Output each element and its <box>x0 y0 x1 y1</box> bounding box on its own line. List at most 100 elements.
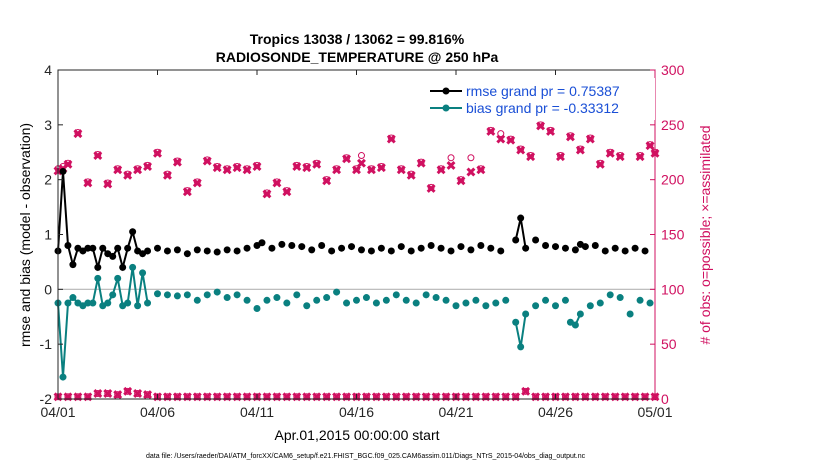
bias-point-8 <box>233 291 241 299</box>
assimilated-marker-49 <box>526 152 536 162</box>
assimilated-marker-11 <box>153 148 162 158</box>
assimilated-marker-47-stroke-b <box>506 135 516 145</box>
rmse-point-38 <box>542 241 550 249</box>
possible-bottom-marker-1 <box>64 393 72 401</box>
y-right-tick-label-6: 300 <box>661 62 685 78</box>
assimilated-marker-57 <box>605 148 615 158</box>
assimilated-marker-2-stroke-b <box>63 159 73 169</box>
assimilated-marker-56 <box>595 159 605 169</box>
assimilated-marker-43-stroke-b <box>466 167 476 177</box>
rmse-point-43 <box>581 243 589 251</box>
rmse-point-12 <box>258 239 266 247</box>
rmse-point-seg2-2 <box>522 244 530 252</box>
assimilated-marker-19 <box>232 163 242 173</box>
x-tick-label-5: 04/26 <box>538 404 573 420</box>
bias-point-38 <box>552 302 559 310</box>
rmse-point-13 <box>268 244 276 252</box>
assimilated-marker-12 <box>162 170 172 180</box>
rmse-point-19 <box>328 247 336 255</box>
bias-point-1 <box>163 291 171 299</box>
rmse-point-seg1-1 <box>84 244 92 252</box>
possible-bottom-marker-33 <box>382 393 390 401</box>
x-tick-label-4: 04/21 <box>438 404 473 420</box>
y-left-tick-label-0: -2 <box>40 391 53 407</box>
possible-bottom-marker-6 <box>114 391 122 399</box>
assimilated-marker-5 <box>93 151 103 161</box>
rmse-point-seg1-10 <box>129 228 137 236</box>
assimilated-marker-30 <box>342 154 352 164</box>
assimilated-marker-3-stroke-b <box>73 129 83 139</box>
rmse-point-seg1-6 <box>109 252 117 260</box>
assimilated-marker-28 <box>322 176 332 186</box>
bias-point-10 <box>253 305 261 313</box>
assimilated-marker-3 <box>73 129 83 139</box>
possible-bottom-marker-48 <box>532 393 540 401</box>
bias-point-22 <box>372 299 380 307</box>
assimilated-marker-47 <box>506 135 516 145</box>
assimilated-bottom-marker-5-stroke-b <box>103 389 113 398</box>
bias-point-41 <box>596 299 604 307</box>
assimilated-marker-45 <box>486 126 496 136</box>
assimilated-marker-29 <box>332 165 342 175</box>
rmse-point-25 <box>387 247 395 255</box>
rmse-point-seg0-2 <box>64 241 72 249</box>
rmse-point-0 <box>144 247 152 255</box>
rmse-point-37 <box>532 236 540 244</box>
legend-bias-label: bias grand pr = -0.33312 <box>466 100 619 116</box>
possible-bottom-marker-15 <box>203 393 211 401</box>
bias-point-27 <box>422 291 430 299</box>
assimilated-marker-55 <box>585 134 595 144</box>
rmse-point-seg1-2 <box>89 244 97 252</box>
assimilated-marker-48-stroke-b <box>516 145 526 155</box>
rmse-point-24 <box>377 244 385 252</box>
possible-bottom-marker-25 <box>303 393 311 401</box>
possible-bottom-marker-20 <box>253 393 261 401</box>
bias-line-segment-0 <box>57 296 79 378</box>
tick-layer: 04/01 04/06 04/11 04/16 04/21 04/26 05/01 -2 -1 0… <box>40 62 685 420</box>
assimilated-marker-13 <box>172 157 182 167</box>
possible-marker-32 <box>357 152 365 160</box>
bias-point-seg1-11 <box>134 302 142 310</box>
y-axis-label-left: rmse and bias (model - observation) <box>17 123 33 347</box>
assimilated-bottom-marker-9-stroke-b <box>143 390 153 400</box>
assimilated-marker-34-stroke-b <box>376 163 386 173</box>
possible-marker-46 <box>497 130 505 138</box>
assimilated-marker-17-stroke-b <box>212 163 222 173</box>
rmse-point-16 <box>298 243 306 251</box>
bias-point-28 <box>432 294 440 302</box>
rmse-point-seg1-4 <box>99 244 107 252</box>
rmse-point-46 <box>611 244 619 252</box>
legend-box <box>425 78 655 120</box>
bias-point-seg1-7 <box>114 274 122 282</box>
rmse-point-23 <box>367 247 375 255</box>
possible-bottom-marker-54 <box>591 393 599 401</box>
assimilated-marker-10 <box>143 162 153 171</box>
assimilated-marker-31 <box>352 165 361 175</box>
possible-bottom-marker-17 <box>223 393 231 401</box>
bias-point-20 <box>353 296 360 304</box>
assimilated-marker-46-stroke-b <box>496 134 506 144</box>
possible-bottom-marker-41 <box>462 393 470 401</box>
rmse-point-seg0-3 <box>69 261 77 269</box>
rmse-point-20 <box>338 244 346 252</box>
rmse-point-44 <box>591 241 599 249</box>
bias-point-17 <box>323 294 331 302</box>
assimilated-marker-15-stroke-b <box>192 178 202 188</box>
rmse-point-9 <box>233 247 241 255</box>
footnote: data file: /Users/raeder/DAI/ATM_forcXX/… <box>146 453 586 460</box>
rmse-point-39 <box>552 243 559 251</box>
assimilated-marker-7 <box>113 165 123 175</box>
x-tick-label-6: 05/01 <box>637 404 672 420</box>
y-left-tick-label-6: 4 <box>44 62 52 78</box>
rmse-point-47 <box>621 247 629 255</box>
possible-bottom-marker-31 <box>362 393 370 401</box>
bias-point-seg2-0 <box>512 318 520 326</box>
possible-bottom-marker-52 <box>571 393 579 401</box>
assimilated-marker-14-stroke-b <box>182 187 192 197</box>
rmse-point-35 <box>487 244 495 252</box>
assimilated-marker-58 <box>615 152 625 162</box>
assimilated-marker-20-stroke-b <box>242 165 252 175</box>
assimilated-marker-21 <box>252 162 262 171</box>
assimilated-bottom-marker-6-stroke-b <box>113 390 123 400</box>
